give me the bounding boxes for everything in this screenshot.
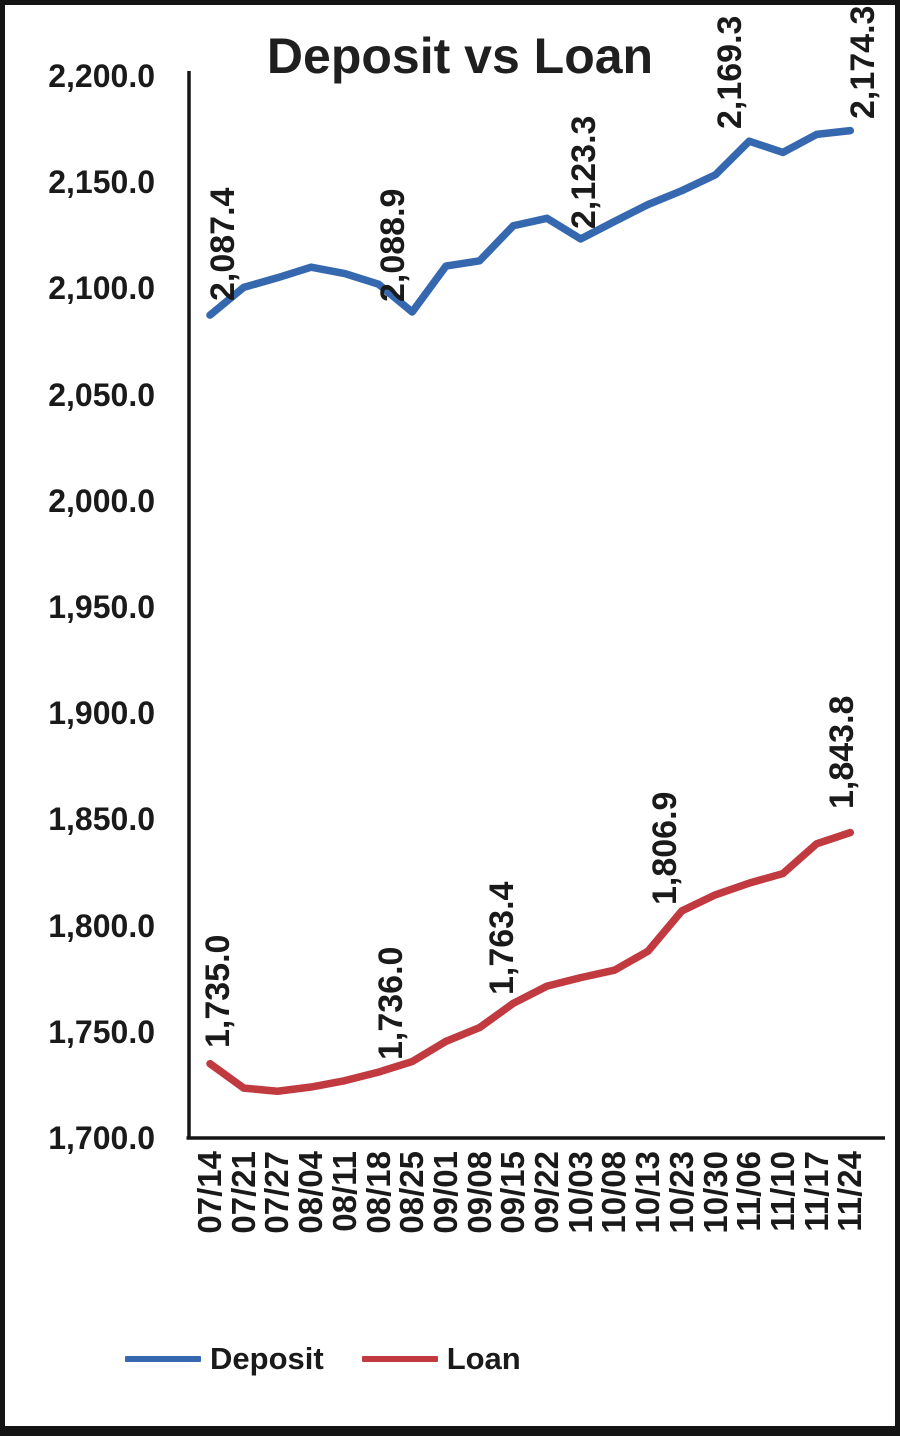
deposit-point-label: 2,088.9	[374, 188, 413, 302]
loan-line-swatch	[361, 1356, 438, 1362]
legend-label-loan: Loan	[446, 1341, 521, 1376]
x-tick-label: 08/11	[325, 1151, 363, 1232]
deposit-point-label: 2,087.4	[204, 187, 242, 302]
loan-series-line	[206, 828, 855, 1096]
x-tick-label: 11/06	[730, 1151, 768, 1232]
x-tick-label: 10/13	[629, 1151, 667, 1234]
x-tick-label: 09/15	[494, 1151, 532, 1234]
x-tick-label: 10/30	[696, 1151, 734, 1234]
loan-point-label: 1,735.0	[199, 934, 237, 1048]
x-tick-label: 09/22	[528, 1151, 565, 1234]
y-tick-label: 2,100.0	[48, 270, 155, 307]
x-tick-label: 08/25	[393, 1151, 431, 1234]
x-tick-label: 08/18	[359, 1151, 397, 1234]
deposit-line-swatch	[125, 1356, 201, 1362]
x-tick-label: 10/23	[662, 1151, 700, 1234]
x-tick-label: 07/27	[258, 1151, 296, 1234]
x-tick-label: 09/08	[460, 1151, 498, 1234]
y-tick-label: 1,950.0	[48, 589, 155, 625]
y-tick-label: 2,000.0	[48, 482, 155, 519]
y-tick-label: 2,050.0	[48, 376, 155, 413]
legend-item-deposit: Deposit	[125, 1339, 324, 1379]
x-tick-label: 11/17	[797, 1151, 835, 1232]
y-tick-label: 1,900.0	[48, 695, 155, 732]
y-tick-label: 1,750.0	[48, 1013, 155, 1050]
x-tick-label: 11/24	[831, 1151, 869, 1232]
y-tick-label: 2,200.0	[48, 58, 155, 94]
loan-point-label: 1,843.8	[823, 695, 862, 809]
deposit-point-label: 2,174.3	[844, 5, 883, 119]
x-tick-label: 07/14	[191, 1151, 228, 1234]
y-tick-label: 1,850.0	[48, 801, 155, 838]
y-tick-label: 1,800.0	[48, 907, 155, 944]
x-tick-label: 08/04	[292, 1151, 330, 1234]
loan-point-label: 1,763.4	[483, 881, 522, 996]
legend-label-deposit: Deposit	[210, 1341, 324, 1376]
plot-area	[186, 71, 885, 1140]
x-tick-label: 11/10	[763, 1151, 801, 1232]
legend-item-loan: Loan	[361, 1339, 521, 1379]
x-tick-label: 10/08	[595, 1151, 633, 1234]
loan-point-label: 1,736.0	[372, 946, 411, 1060]
chart-title: Deposit vs Loan	[266, 28, 654, 84]
y-tick-label: 2,150.0	[48, 164, 155, 201]
loan-point-label: 1,806.9	[645, 791, 684, 905]
x-tick-label: 07/21	[224, 1151, 262, 1234]
y-tick-label: 1,700.0	[48, 1120, 155, 1156]
x-tick-label: 10/03	[561, 1151, 599, 1234]
deposit-point-label: 2,123.3	[564, 115, 603, 229]
x-tick-label: 09/01	[426, 1151, 464, 1234]
legend: Deposit Loan	[125, 1339, 521, 1379]
deposit-series-line	[206, 126, 855, 319]
deposit-point-label: 2,169.3	[711, 15, 750, 130]
